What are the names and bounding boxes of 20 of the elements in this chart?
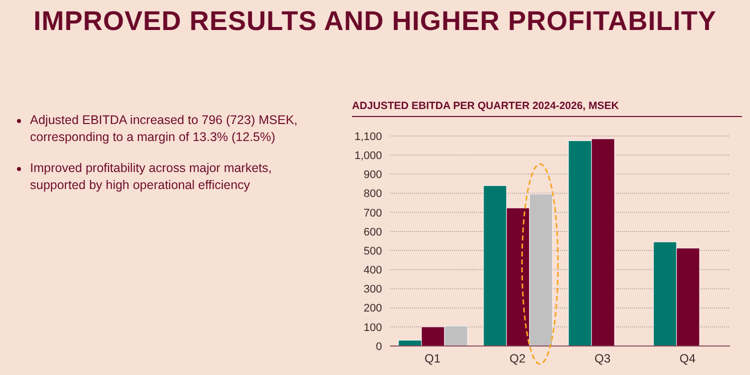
- y-tick-label: 400: [364, 264, 382, 277]
- y-tick-label: 700: [364, 207, 382, 220]
- y-tick-label: 1,000: [354, 150, 382, 162]
- y-tick-label: 900: [364, 169, 382, 182]
- x-tick-label: Q1: [424, 352, 441, 366]
- x-tick-label: Q4: [679, 352, 696, 366]
- x-tick-label: Q2: [509, 352, 526, 366]
- y-tick-label: 0: [376, 340, 382, 353]
- y-tick-label: 800: [364, 188, 382, 200]
- y-tick-label: 100: [364, 322, 382, 334]
- x-tick-label: Q3: [594, 352, 611, 366]
- text: Adjusted EBITDA increased to 796 (723) MSEK, corresponding to a margin of 13.3% (12.5%): [30, 113, 298, 144]
- text: Improved profitability across major markets, supported by high operational efficiency: [30, 161, 272, 192]
- y-tick-label: 600: [364, 226, 382, 238]
- y-tick-label: 200: [364, 302, 382, 315]
- chart-subtitle: ADJUSTED EBITDA PER QUARTER 2024-2026, MSEK: [352, 100, 742, 117]
- y-tick-label: 500: [364, 245, 382, 258]
- chart-title: IMPROVED RESULTS AND HIGHER PROFITABILITY: [32, 6, 718, 37]
- y-tick-label: 1,100: [354, 130, 382, 143]
- y-tick-label: 300: [364, 284, 382, 296]
